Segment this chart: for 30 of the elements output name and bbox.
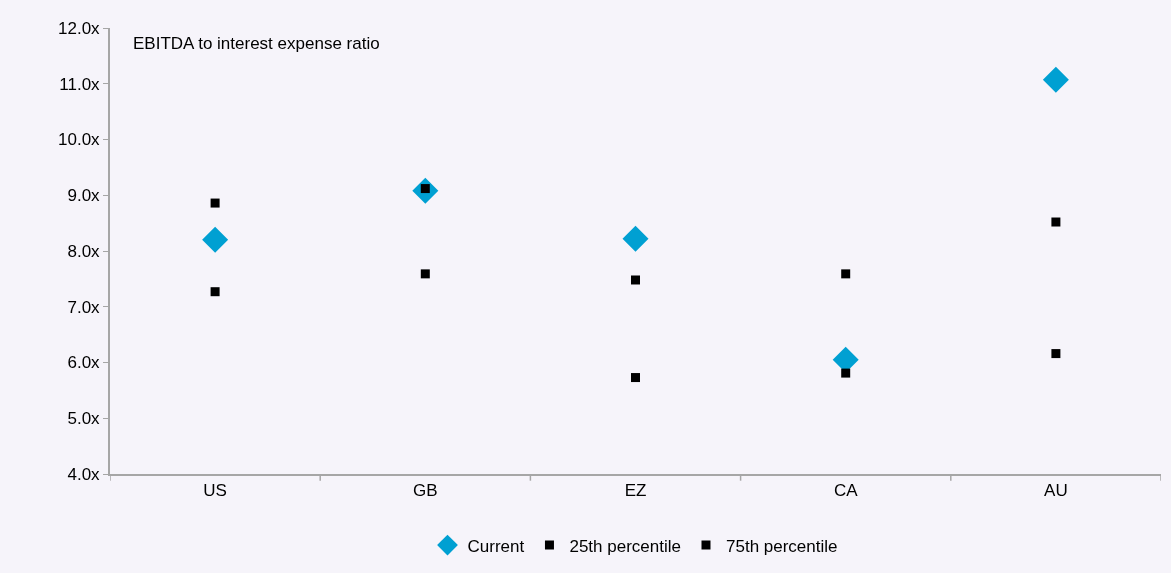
point [210, 198, 220, 208]
point [631, 373, 640, 383]
point [1042, 66, 1069, 93]
point [1051, 349, 1061, 359]
chart-title: EBITDA to interest expense ratio [133, 34, 380, 53]
y-tick-label: 9.0x [67, 186, 101, 206]
x-tick-label: GB [413, 481, 438, 501]
point [420, 269, 430, 279]
x-tick-label: CA [833, 481, 859, 501]
point [841, 269, 851, 279]
y-tick-label: 10.0x [58, 130, 101, 150]
legend-label: 75th percentile [725, 536, 838, 556]
point [841, 368, 851, 378]
point [631, 275, 640, 285]
y-tick-label: 4.0x [67, 464, 101, 484]
y-tick-label: 8.0x [67, 241, 101, 261]
x-tick-label: AU [1044, 481, 1068, 501]
legend-label: 25th percentile [569, 536, 681, 556]
point [622, 225, 649, 252]
y-tick-label: 11.0x [59, 74, 101, 94]
y-tick-label: 5.0x [67, 409, 101, 429]
point [210, 287, 220, 297]
x-tick-label: EZ [624, 481, 647, 501]
x-tick-label: US [203, 481, 227, 501]
y-tick-label: 12.0x [58, 18, 101, 38]
point [202, 226, 229, 253]
y-tick-label: 6.0x [67, 353, 101, 373]
legend-label: Current [467, 536, 525, 556]
point [1051, 217, 1061, 227]
y-tick-label: 7.0x [67, 297, 101, 317]
